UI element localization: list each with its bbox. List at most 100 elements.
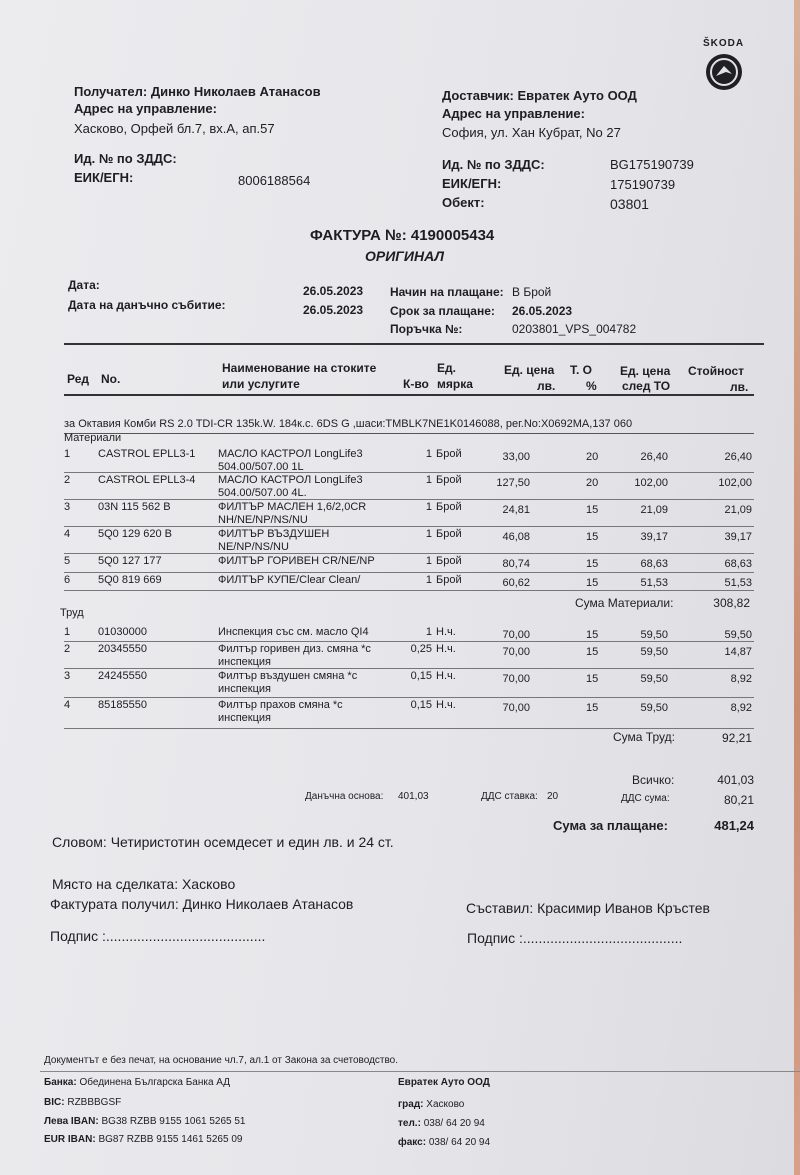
due-label: Срок за плащане: bbox=[390, 304, 495, 318]
materials-sum: 308,82 bbox=[713, 596, 750, 610]
item-discount: 15 bbox=[586, 558, 599, 570]
recipient-address: Хасково, Орфей бл.7, вх.А, ап.57 bbox=[74, 121, 275, 136]
item-code: 85185550 bbox=[98, 699, 147, 711]
item-name: Инспекция със см. масло QI4 bbox=[218, 626, 369, 638]
vehicle-info: за Октавия Комби RS 2.0 TDI-CR 135k.W. 1… bbox=[64, 418, 633, 430]
row-divider bbox=[64, 572, 754, 573]
item-price-after: 102,00 bbox=[634, 477, 668, 489]
item-unit: Брой bbox=[436, 574, 462, 586]
row-divider bbox=[64, 590, 754, 591]
item-name: ФИЛТЪР МАСЛЕН 1,6/2,0CR bbox=[218, 501, 367, 513]
header-qty: К-во bbox=[403, 377, 429, 391]
item-name: МАСЛО КАСТРОЛ LongLife3 bbox=[218, 448, 363, 460]
item-name: Филтър въздушен смяна *с bbox=[218, 670, 358, 682]
vat-amount: 80,21 bbox=[723, 793, 754, 807]
materials-label: Материали bbox=[64, 432, 122, 444]
item-total: 8,92 bbox=[730, 673, 752, 685]
supplier-object-label: Обект: bbox=[442, 195, 485, 210]
item-qty: 1 bbox=[425, 574, 432, 586]
pay-total: 481,24 bbox=[714, 818, 754, 833]
bank-label: Банка: bbox=[44, 1077, 77, 1088]
iban-eur: EUR IBAN: BG87 RZBB 9155 1461 5265 09 bbox=[44, 1134, 242, 1145]
item-unit: Брой bbox=[436, 448, 462, 460]
tax-date-label: Дата на данъчно събитие: bbox=[68, 298, 226, 312]
row-divider bbox=[64, 641, 754, 642]
item-code: CASTROL EPLL3-4 bbox=[98, 474, 196, 486]
item-unit: Н.ч. bbox=[436, 643, 456, 655]
order-number: 0203801_VPS_004782 bbox=[512, 322, 637, 336]
city-label: град: bbox=[398, 1099, 424, 1110]
row-number: 3 bbox=[64, 501, 71, 513]
row-divider bbox=[64, 697, 754, 698]
item-price-after: 21,09 bbox=[640, 504, 668, 516]
item-price-after: 59,50 bbox=[640, 673, 668, 685]
divider bbox=[64, 394, 754, 396]
item-name: МАСЛО КАСТРОЛ LongLife3 bbox=[218, 474, 363, 486]
recipient-vat-label: Ид. № по ЗДДС: bbox=[74, 151, 177, 166]
header-discount-2: % bbox=[586, 379, 597, 393]
item-price-after: 39,17 bbox=[640, 531, 668, 543]
item-price: 70,00 bbox=[502, 646, 530, 658]
item-code: 5Q0 127 177 bbox=[98, 555, 162, 567]
item-code: 03N 115 562 B bbox=[98, 501, 171, 513]
row-divider bbox=[64, 553, 754, 554]
supplier-eik-label: ЕИК/ЕГН: bbox=[442, 176, 502, 191]
received-by: Фактурата получил: Динко Николаев Атанас… bbox=[50, 896, 354, 912]
item-unit: Н.ч. bbox=[436, 626, 456, 638]
item-price-after: 68,63 bbox=[640, 558, 668, 570]
header-no: No. bbox=[101, 372, 121, 386]
row-number: 5 bbox=[64, 555, 71, 567]
bic: BIC: RZBBBGSF bbox=[44, 1097, 121, 1108]
due-date: 26.05.2023 bbox=[512, 304, 573, 318]
company-name: Евратек Ауто ООД bbox=[398, 1077, 490, 1088]
row-number: 1 bbox=[64, 448, 71, 460]
item-price: 46,08 bbox=[502, 531, 530, 543]
deal-place: Място на сделката: Хасково bbox=[52, 876, 236, 892]
date: 26.05.2023 bbox=[303, 284, 364, 298]
header-discount: Т. О bbox=[570, 363, 592, 377]
row-divider bbox=[64, 668, 754, 669]
item-qty: 0,25 bbox=[410, 643, 432, 655]
row-number: 3 bbox=[64, 670, 71, 682]
item-total: 21,09 bbox=[724, 504, 752, 516]
recipient-eik: 8006188564 bbox=[238, 173, 311, 188]
item-code: 20345550 bbox=[98, 643, 147, 655]
item-code: CASTROL EPLL3-1 bbox=[98, 448, 196, 460]
iban-lev: Лева IBAN: BG38 RZBB 9155 1061 5265 51 bbox=[44, 1116, 246, 1127]
header-after-2: след ТО bbox=[622, 379, 671, 393]
vat-rate-label: ДДС ставка: bbox=[481, 791, 538, 802]
item-discount: 15 bbox=[586, 646, 599, 658]
item-price-after: 51,53 bbox=[640, 577, 668, 589]
total: 401,03 bbox=[717, 773, 754, 787]
item-total: 39,17 bbox=[724, 531, 752, 543]
item-price: 70,00 bbox=[502, 673, 530, 685]
item-total: 8,92 bbox=[730, 702, 752, 714]
supplier-vat: BG175190739 bbox=[610, 157, 694, 172]
invoice-original: ОРИГИНАЛ bbox=[365, 248, 444, 264]
item-total: 68,63 bbox=[724, 558, 752, 570]
item-name: Филтър прахов смяна *с bbox=[218, 699, 343, 711]
item-name-2: инспекция bbox=[218, 712, 272, 724]
item-discount: 15 bbox=[586, 629, 599, 641]
item-unit: Брой bbox=[436, 555, 462, 567]
materials-sum-label: Сума Материали: bbox=[575, 596, 674, 610]
item-qty: 1 bbox=[425, 448, 432, 460]
order-label: Поръчка №: bbox=[390, 322, 463, 336]
row-number: 6 bbox=[64, 574, 71, 586]
supplier-address-label: Адрес на управление: bbox=[442, 106, 585, 121]
supplier-name: Доставчик: Евратек Ауто ООД bbox=[442, 88, 637, 103]
item-qty: 1 bbox=[425, 528, 432, 540]
item-name: ФИЛТЪР ВЪЗДУШЕН bbox=[218, 528, 330, 540]
paper-edge bbox=[794, 0, 800, 1175]
item-code: 5Q0 129 620 B bbox=[98, 528, 173, 540]
vat-amount-label: ДДС сума: bbox=[621, 793, 670, 804]
item-price: 24,81 bbox=[502, 504, 530, 516]
row-number: 2 bbox=[64, 643, 71, 655]
header-after: Ед. цена bbox=[620, 364, 671, 378]
item-total: 59,50 bbox=[724, 629, 752, 641]
item-price: 127,50 bbox=[496, 477, 530, 489]
city-value: Хасково bbox=[426, 1099, 465, 1110]
item-name-2: NE/NP/NS/NU bbox=[218, 541, 289, 553]
company-tel: тел.: 038/ 64 20 94 bbox=[398, 1118, 485, 1129]
